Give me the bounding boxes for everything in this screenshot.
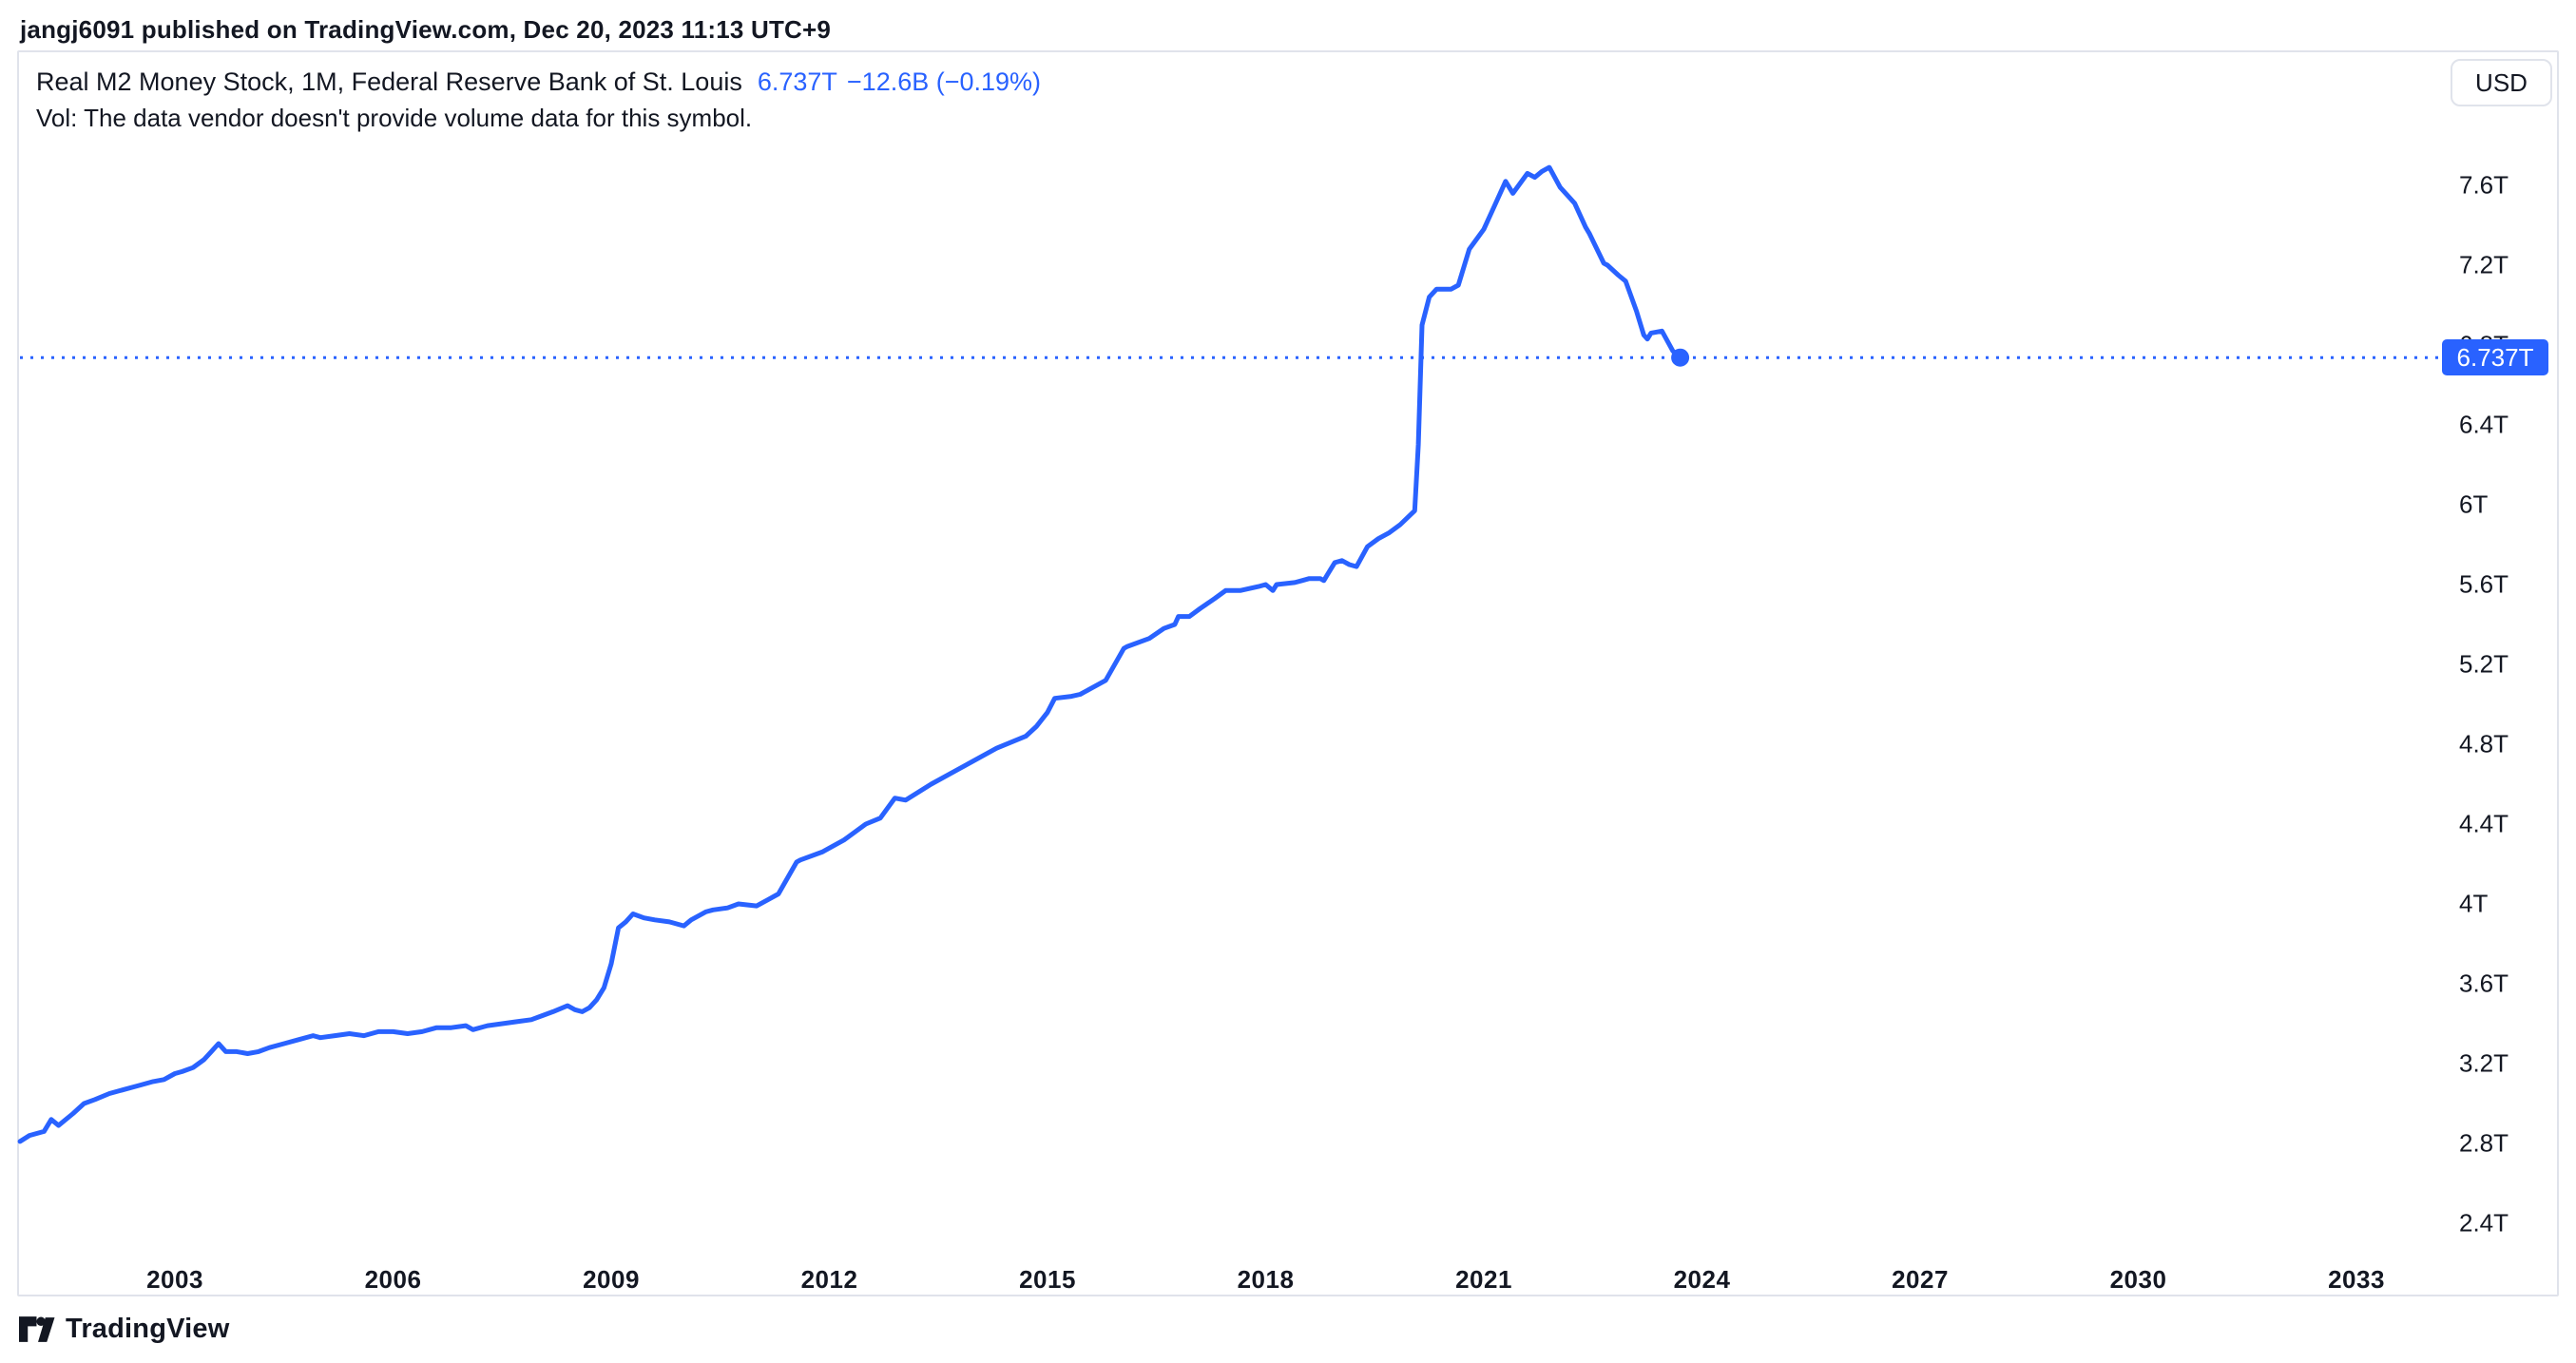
time-axis-label: 2012 — [800, 1265, 858, 1294]
time-axis-label: 2030 — [2109, 1265, 2167, 1294]
last-data-point-marker — [1671, 348, 1690, 367]
last-price-flag: 6.737T — [2442, 339, 2548, 376]
price-axis-label: 2.8T — [2459, 1128, 2509, 1158]
price-axis-label: 4.8T — [2459, 729, 2509, 758]
price-axis-label: 5.2T — [2459, 649, 2509, 679]
chart-panel — [17, 50, 2559, 1296]
time-axis-label: 2018 — [1237, 1265, 1295, 1294]
publish-line: jangj6091 published on TradingView.com, … — [20, 15, 832, 44]
price-axis-label: 4T — [2459, 889, 2489, 918]
symbol-legend: Real M2 Money Stock, 1M, Federal Reserve… — [36, 67, 1041, 133]
time-axis-label: 2006 — [364, 1265, 422, 1294]
tradingview-brand-text: TradingView — [66, 1313, 230, 1344]
time-axis-label: 2033 — [2328, 1265, 2385, 1294]
last-price-value: 6.737T — [757, 67, 837, 96]
time-axis-label: 2021 — [1455, 1265, 1512, 1294]
price-line-series — [17, 164, 1683, 1144]
price-axis-label: 2.4T — [2459, 1208, 2509, 1238]
time-axis-label: 2024 — [1673, 1265, 1731, 1294]
time-axis-label: 2027 — [1892, 1265, 1949, 1294]
price-axis-label: 5.6T — [2459, 569, 2509, 599]
time-axis-label: 2015 — [1019, 1265, 1076, 1294]
price-axis-label: 7.2T — [2459, 250, 2509, 279]
price-axis-label: 3.2T — [2459, 1048, 2509, 1078]
tradingview-logo-icon — [19, 1315, 55, 1342]
price-change-value: −12.6B (−0.19%) — [846, 67, 1042, 96]
tradingview-attribution[interactable]: TradingView — [19, 1313, 230, 1344]
price-axis-label: 6T — [2459, 490, 2489, 519]
time-axis-label: 2009 — [583, 1265, 640, 1294]
price-axis-label: 7.6T — [2459, 170, 2509, 200]
time-axis-label: 2003 — [146, 1265, 203, 1294]
price-axis-label: 4.4T — [2459, 809, 2509, 838]
price-axis-label: 6.4T — [2459, 410, 2509, 439]
price-axis-label: 3.6T — [2459, 969, 2509, 998]
currency-usd-button[interactable]: USD — [2451, 59, 2552, 106]
volume-note: Vol: The data vendor doesn't provide vol… — [36, 104, 753, 132]
symbol-title: Real M2 Money Stock, 1M, Federal Reserve… — [36, 67, 742, 96]
